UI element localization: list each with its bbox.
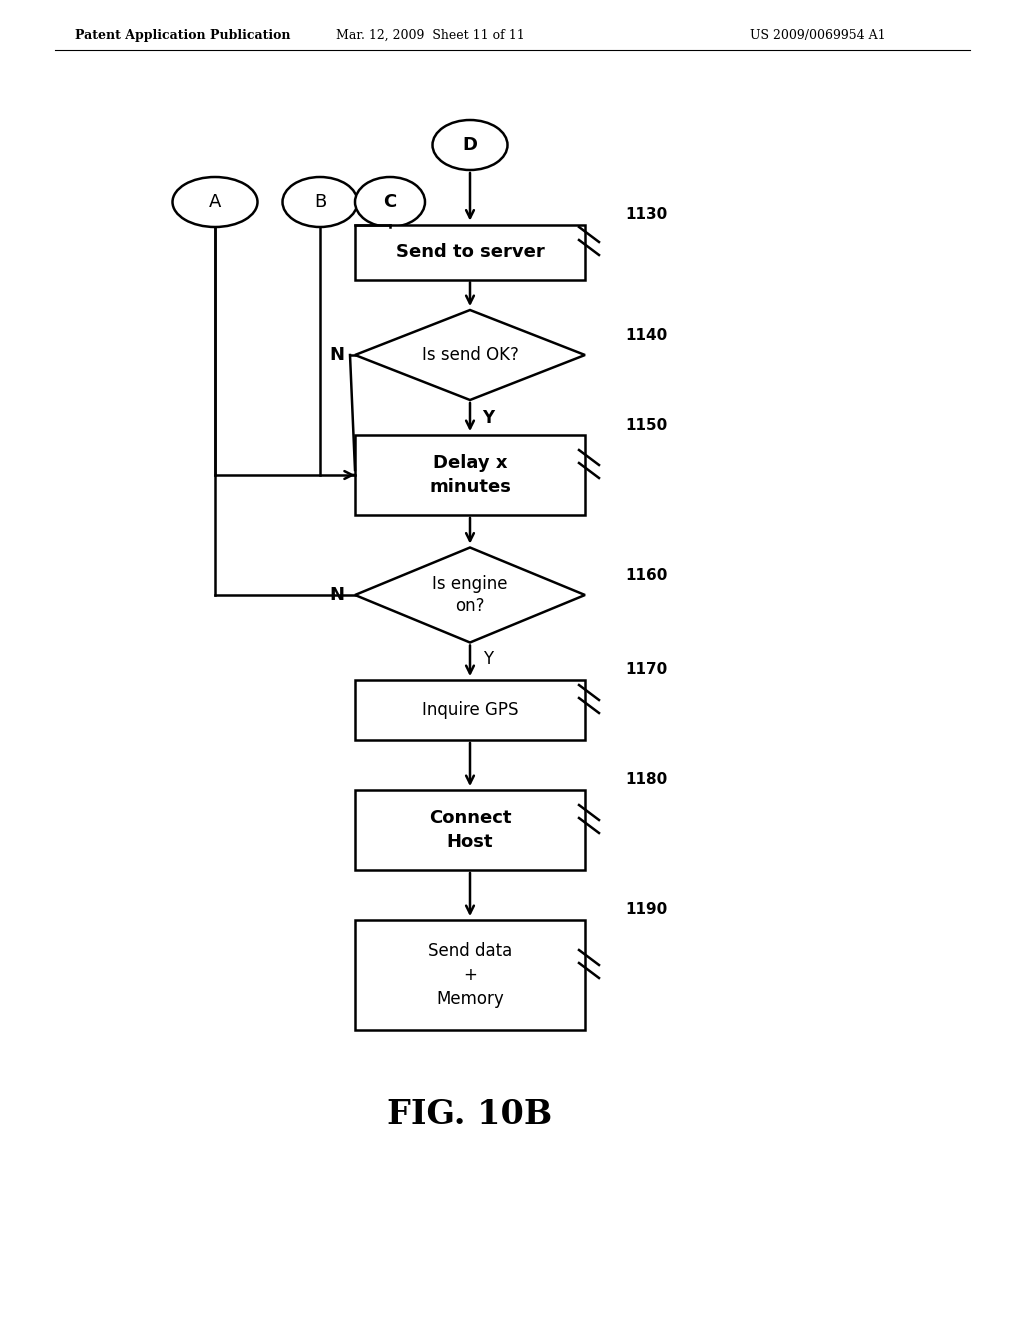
Text: N: N: [330, 346, 344, 364]
Text: Is send OK?: Is send OK?: [422, 346, 518, 364]
Text: 1140: 1140: [625, 327, 668, 342]
Text: 1150: 1150: [625, 417, 668, 433]
Text: 1190: 1190: [625, 903, 668, 917]
Text: Y: Y: [482, 409, 494, 426]
Text: A: A: [209, 193, 221, 211]
Text: 1160: 1160: [625, 568, 668, 582]
Text: 1130: 1130: [625, 207, 668, 222]
Polygon shape: [355, 920, 585, 1030]
Text: B: B: [314, 193, 326, 211]
Text: Send data
+
Memory: Send data + Memory: [428, 942, 512, 1007]
Text: Is engine
on?: Is engine on?: [432, 576, 508, 615]
Ellipse shape: [283, 177, 357, 227]
Text: Inquire GPS: Inquire GPS: [422, 701, 518, 719]
Text: Send to server: Send to server: [395, 243, 545, 261]
Text: Y: Y: [483, 649, 494, 668]
Ellipse shape: [172, 177, 257, 227]
Polygon shape: [355, 548, 585, 643]
Text: FIG. 10B: FIG. 10B: [387, 1098, 553, 1131]
Polygon shape: [355, 224, 585, 280]
Text: N: N: [330, 586, 344, 605]
Text: 1180: 1180: [625, 772, 668, 788]
Ellipse shape: [355, 177, 425, 227]
Text: Patent Application Publication: Patent Application Publication: [75, 29, 291, 41]
Polygon shape: [355, 310, 585, 400]
Text: Connect
Host: Connect Host: [429, 809, 511, 851]
Polygon shape: [355, 436, 585, 515]
Text: D: D: [463, 136, 477, 154]
Ellipse shape: [432, 120, 508, 170]
Text: C: C: [383, 193, 396, 211]
Text: US 2009/0069954 A1: US 2009/0069954 A1: [750, 29, 886, 41]
Polygon shape: [355, 680, 585, 741]
Text: Delay x
minutes: Delay x minutes: [429, 454, 511, 496]
Polygon shape: [355, 789, 585, 870]
Text: 1170: 1170: [625, 663, 668, 677]
Text: Mar. 12, 2009  Sheet 11 of 11: Mar. 12, 2009 Sheet 11 of 11: [336, 29, 524, 41]
